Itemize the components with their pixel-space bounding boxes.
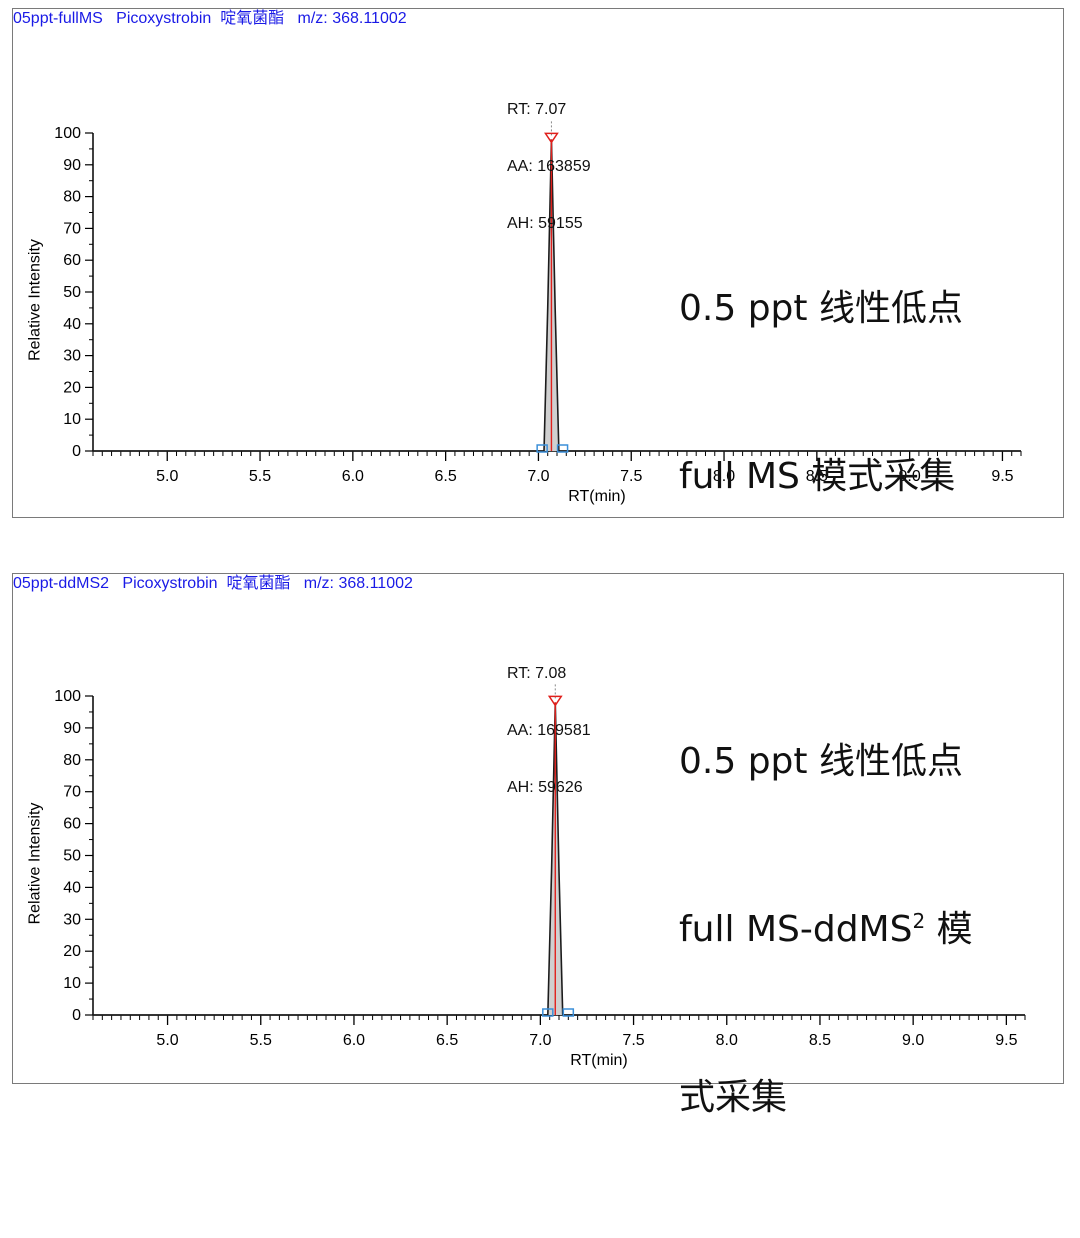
y-tick-label: 40 <box>63 879 81 896</box>
y-tick-label: 20 <box>63 379 81 396</box>
x-tick-label: 7.5 <box>622 1032 644 1049</box>
x-tick-label: 9.5 <box>995 1032 1017 1049</box>
chromatogram-panel-ddms2: 05ppt-ddMS2 Picoxystrobin 啶氧菌酯 m/z: 368.… <box>12 573 1064 1118</box>
peak-annotation: RT: 7.07 AA: 163859 AH: 59155 <box>507 62 591 271</box>
x-tick-label: 7.5 <box>620 468 642 485</box>
y-tick-label: 80 <box>63 189 81 206</box>
note-line: 0.5 ppt 线性低点 <box>679 741 963 782</box>
peak-annotation: RT: 7.08 AA: 169581 AH: 59626 <box>507 626 591 835</box>
note-line: full MS 模式采集 <box>679 456 956 497</box>
note-line: 0.5 ppt 线性低点 <box>679 288 963 329</box>
x-tick-label: 9.0 <box>899 468 921 485</box>
peak-area-label: AA: 163859 <box>507 158 591 175</box>
panel-title: 05ppt-ddMS2 Picoxystrobin 啶氧菌酯 m/z: 368.… <box>13 575 413 592</box>
y-tick-label: 60 <box>63 816 81 833</box>
y-tick-label: 20 <box>63 943 81 960</box>
peak-height-label: AH: 59155 <box>507 215 583 232</box>
x-tick-label: 8.0 <box>716 1032 738 1049</box>
chromatogram-plot: 0 10 20 30 40 50 60 70 80 90 100 5.0 5.5 6.0 6.5 7.0 7.5… <box>26 684 1026 1069</box>
y-tick-label: 60 <box>63 252 81 269</box>
note-line: 式采集 <box>679 1077 788 1118</box>
note-superscript: 2 <box>912 909 926 933</box>
peak-end-marker <box>562 1008 575 1017</box>
x-tick-label: 5.0 <box>156 468 178 485</box>
y-tick-label: 0 <box>72 1007 81 1024</box>
y-tick-label: 90 <box>63 157 81 174</box>
y-tick-label: 10 <box>63 975 81 992</box>
x-tick-label: 8.0 <box>713 468 735 485</box>
y-tick-label: 40 <box>63 316 81 333</box>
x-tick-label: 8.5 <box>809 1032 831 1049</box>
x-tick-label: 6.0 <box>343 1032 365 1049</box>
y-tick-label: 50 <box>63 284 81 301</box>
x-tick-label: 5.5 <box>250 1032 272 1049</box>
x-tick-label: 9.5 <box>991 468 1013 485</box>
peak-area-label: AA: 169581 <box>507 722 591 739</box>
panel-title: 05ppt-fullMS Picoxystrobin 啶氧菌酯 m/z: 368… <box>13 10 407 27</box>
y-tick-label: 70 <box>63 784 81 801</box>
peak-start-marker <box>542 1008 554 1017</box>
chromatogram-plot: 0 10 20 30 40 50 60 70 80 90 100 5.0 5.5 6.0 6.5 7.0 7.5… <box>26 121 1022 505</box>
y-tick-label: 50 <box>63 848 81 865</box>
x-tick-label: 6.5 <box>435 468 457 485</box>
y-tick-label: 100 <box>54 688 81 705</box>
y-tick-label: 100 <box>54 125 81 142</box>
x-tick-label: 7.0 <box>529 1032 551 1049</box>
x-tick-label: 6.5 <box>436 1032 458 1049</box>
note-text: 模 <box>925 909 973 950</box>
x-tick-label: 8.5 <box>806 468 828 485</box>
x-tick-label: 7.0 <box>527 468 549 485</box>
y-tick-label: 90 <box>63 720 81 737</box>
y-axis-label: Relative Intensity <box>26 803 43 925</box>
x-tick-label: 5.5 <box>249 468 271 485</box>
y-tick-label: 80 <box>63 752 81 769</box>
y-axis-label: Relative Intensity <box>26 239 43 361</box>
y-tick-label: 30 <box>63 911 81 928</box>
y-tick-label: 70 <box>63 220 81 237</box>
peak-rt-label: RT: 7.08 <box>507 665 567 682</box>
y-tick-label: 30 <box>63 348 81 365</box>
note-line: full MS-ddMS2 模 <box>679 902 973 958</box>
method-note: 0.5 ppt 线性低点 full MS 模式采集 <box>679 169 963 617</box>
note-text: full MS-ddMS <box>679 909 913 950</box>
x-tick-label: 6.0 <box>342 468 364 485</box>
peak-apex-marker <box>547 695 563 707</box>
peak-rt-label: RT: 7.07 <box>507 101 567 118</box>
peak-apex-marker <box>544 132 559 144</box>
peak-end-marker <box>556 444 569 453</box>
peak-start-marker <box>536 444 548 453</box>
y-tick-label: 10 <box>63 411 81 428</box>
x-axis-label: RT(min) <box>568 488 625 505</box>
y-tick-label: 0 <box>72 443 81 460</box>
peak-height-label: AH: 59626 <box>507 779 583 796</box>
chromatogram-panel-fullms: 05ppt-fullMS Picoxystrobin 啶氧菌酯 m/z: 368… <box>12 8 1064 518</box>
x-axis-label: RT(min) <box>570 1052 627 1069</box>
x-tick-label: 9.0 <box>902 1032 924 1049</box>
x-tick-label: 5.0 <box>156 1032 178 1049</box>
method-note: 0.5 ppt 线性低点 full MS-ddMS2 模 式采集 <box>679 622 973 1238</box>
